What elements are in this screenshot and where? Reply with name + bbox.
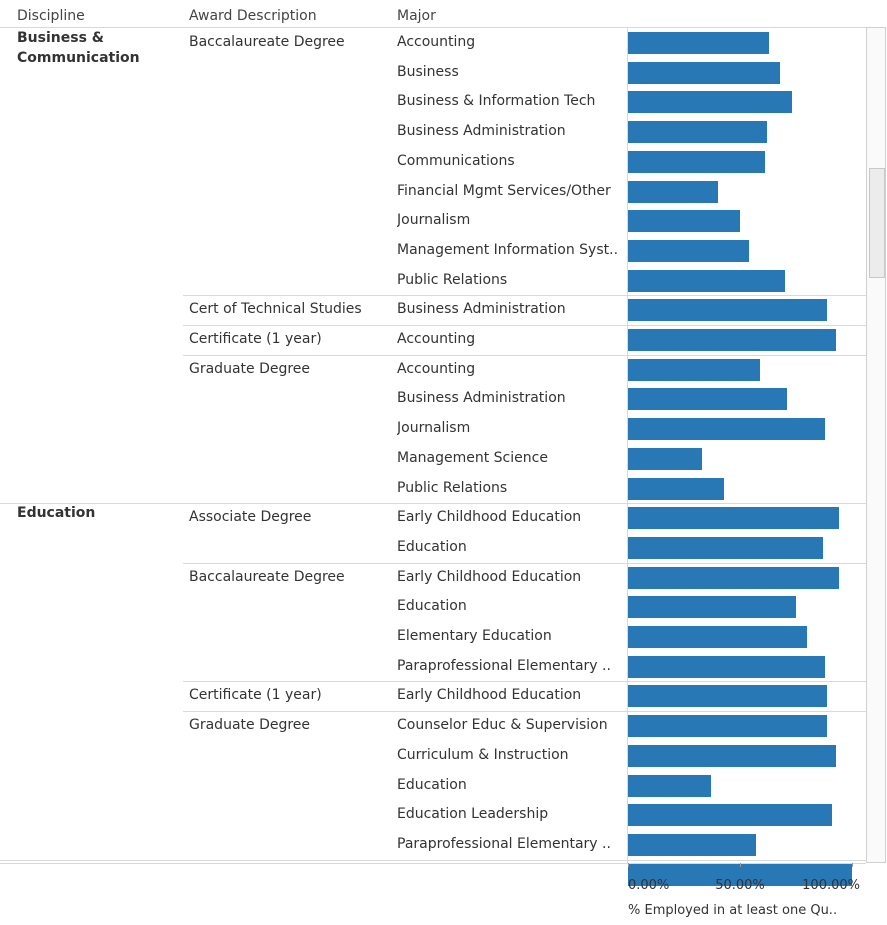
major-label: Communications (397, 152, 515, 169)
award-label: Baccalaureate Degree (189, 568, 345, 585)
x-tick-label: 50.00% (715, 878, 765, 893)
bar (628, 596, 796, 619)
bar (628, 744, 837, 767)
major-label: Accounting (397, 34, 476, 50)
major-label: Education (397, 598, 467, 615)
discipline-label: Education (17, 505, 96, 522)
bar (628, 715, 828, 738)
major-label: Early Childhood Education (397, 568, 582, 585)
major-label: Public Relations (397, 271, 508, 288)
bar (628, 150, 765, 173)
discipline-label: Business & Communication (17, 30, 140, 66)
bar (628, 299, 828, 322)
major-label: Business & Information Tech (397, 93, 596, 110)
award-label: Certificate (1 year) (189, 687, 322, 704)
major-label: Elementary Education (397, 628, 552, 644)
bar (628, 32, 770, 54)
major-label: Business Administration (397, 390, 566, 407)
x-tick-label: 100.00% (802, 878, 860, 893)
bar (628, 833, 756, 856)
scrollbar-thumb[interactable] (869, 168, 885, 278)
major-label: Paraprofessional Elementary .. (397, 657, 611, 674)
x-tick-mark (628, 863, 629, 867)
x-tick-label: 0.00% (628, 878, 670, 893)
major-label: Early Childhood Education (397, 509, 582, 526)
bar (628, 239, 749, 262)
bar (628, 685, 828, 708)
award-label: Graduate Degree (189, 717, 311, 734)
bar (628, 61, 781, 84)
major-label: Business Administration (397, 123, 566, 140)
major-label: Paraprofessional Elementary .. (397, 835, 611, 852)
header-divider (0, 27, 866, 28)
award-divider (183, 295, 866, 297)
discipline-divider (0, 503, 866, 505)
bar (628, 180, 718, 203)
major-label: Business Administration (397, 301, 566, 318)
award-label: Certificate (1 year) (189, 331, 322, 347)
major-label: Public Relations (397, 479, 508, 496)
major-label: Journalism (397, 420, 471, 437)
major-label: Journalism (397, 212, 471, 229)
bar (628, 329, 837, 351)
major-label: Counselor Educ & Supervision (397, 717, 608, 734)
award-divider (183, 325, 866, 326)
bar (628, 418, 826, 441)
award-label: Graduate Degree (189, 360, 311, 377)
bar (628, 566, 839, 589)
bar (628, 447, 702, 470)
major-label: Early Childhood Education (397, 687, 582, 704)
major-label: Accounting (397, 331, 476, 347)
award-label: Cert of Technical Studies (189, 301, 362, 318)
bar (628, 655, 826, 678)
major-label: Education Leadership (397, 806, 549, 823)
bar-partial (628, 863, 852, 886)
bar-area-left-border (627, 27, 628, 863)
major-label: Management Information Syst.. (397, 241, 619, 258)
x-tick-mark (852, 863, 853, 867)
major-label: Education (397, 776, 467, 793)
discipline-divider (0, 859, 866, 861)
bar (628, 91, 792, 114)
bar (628, 121, 767, 144)
award-divider (183, 711, 866, 713)
bar (628, 477, 725, 500)
major-label: Accounting (397, 360, 476, 377)
column-header-discipline: Discipline (17, 8, 85, 24)
bar (628, 804, 832, 827)
major-label: Education (397, 538, 467, 555)
award-label: Associate Degree (189, 509, 312, 526)
bar (628, 358, 761, 381)
award-label: Baccalaureate Degree (189, 34, 345, 50)
x-axis-title: % Employed in at least one Qu.. (628, 903, 838, 918)
bar (628, 210, 740, 233)
major-label: Business (397, 63, 459, 80)
bar (628, 626, 808, 648)
major-label: Management Science (397, 449, 548, 466)
major-label: Financial Mgmt Services/Other (397, 182, 611, 199)
bar (628, 774, 711, 797)
award-divider (183, 681, 866, 683)
bar (628, 507, 839, 530)
x-tick-mark (740, 863, 741, 867)
column-header-major: Major (397, 8, 436, 24)
award-divider (183, 354, 866, 356)
bar (628, 536, 823, 559)
bar (628, 269, 785, 292)
column-header-award: Award Description (189, 8, 317, 24)
bottom-axis-line (0, 863, 866, 864)
major-label: Curriculum & Instruction (397, 746, 569, 763)
bar (628, 388, 788, 411)
award-divider (183, 562, 866, 564)
vertical-scrollbar[interactable] (866, 27, 886, 863)
